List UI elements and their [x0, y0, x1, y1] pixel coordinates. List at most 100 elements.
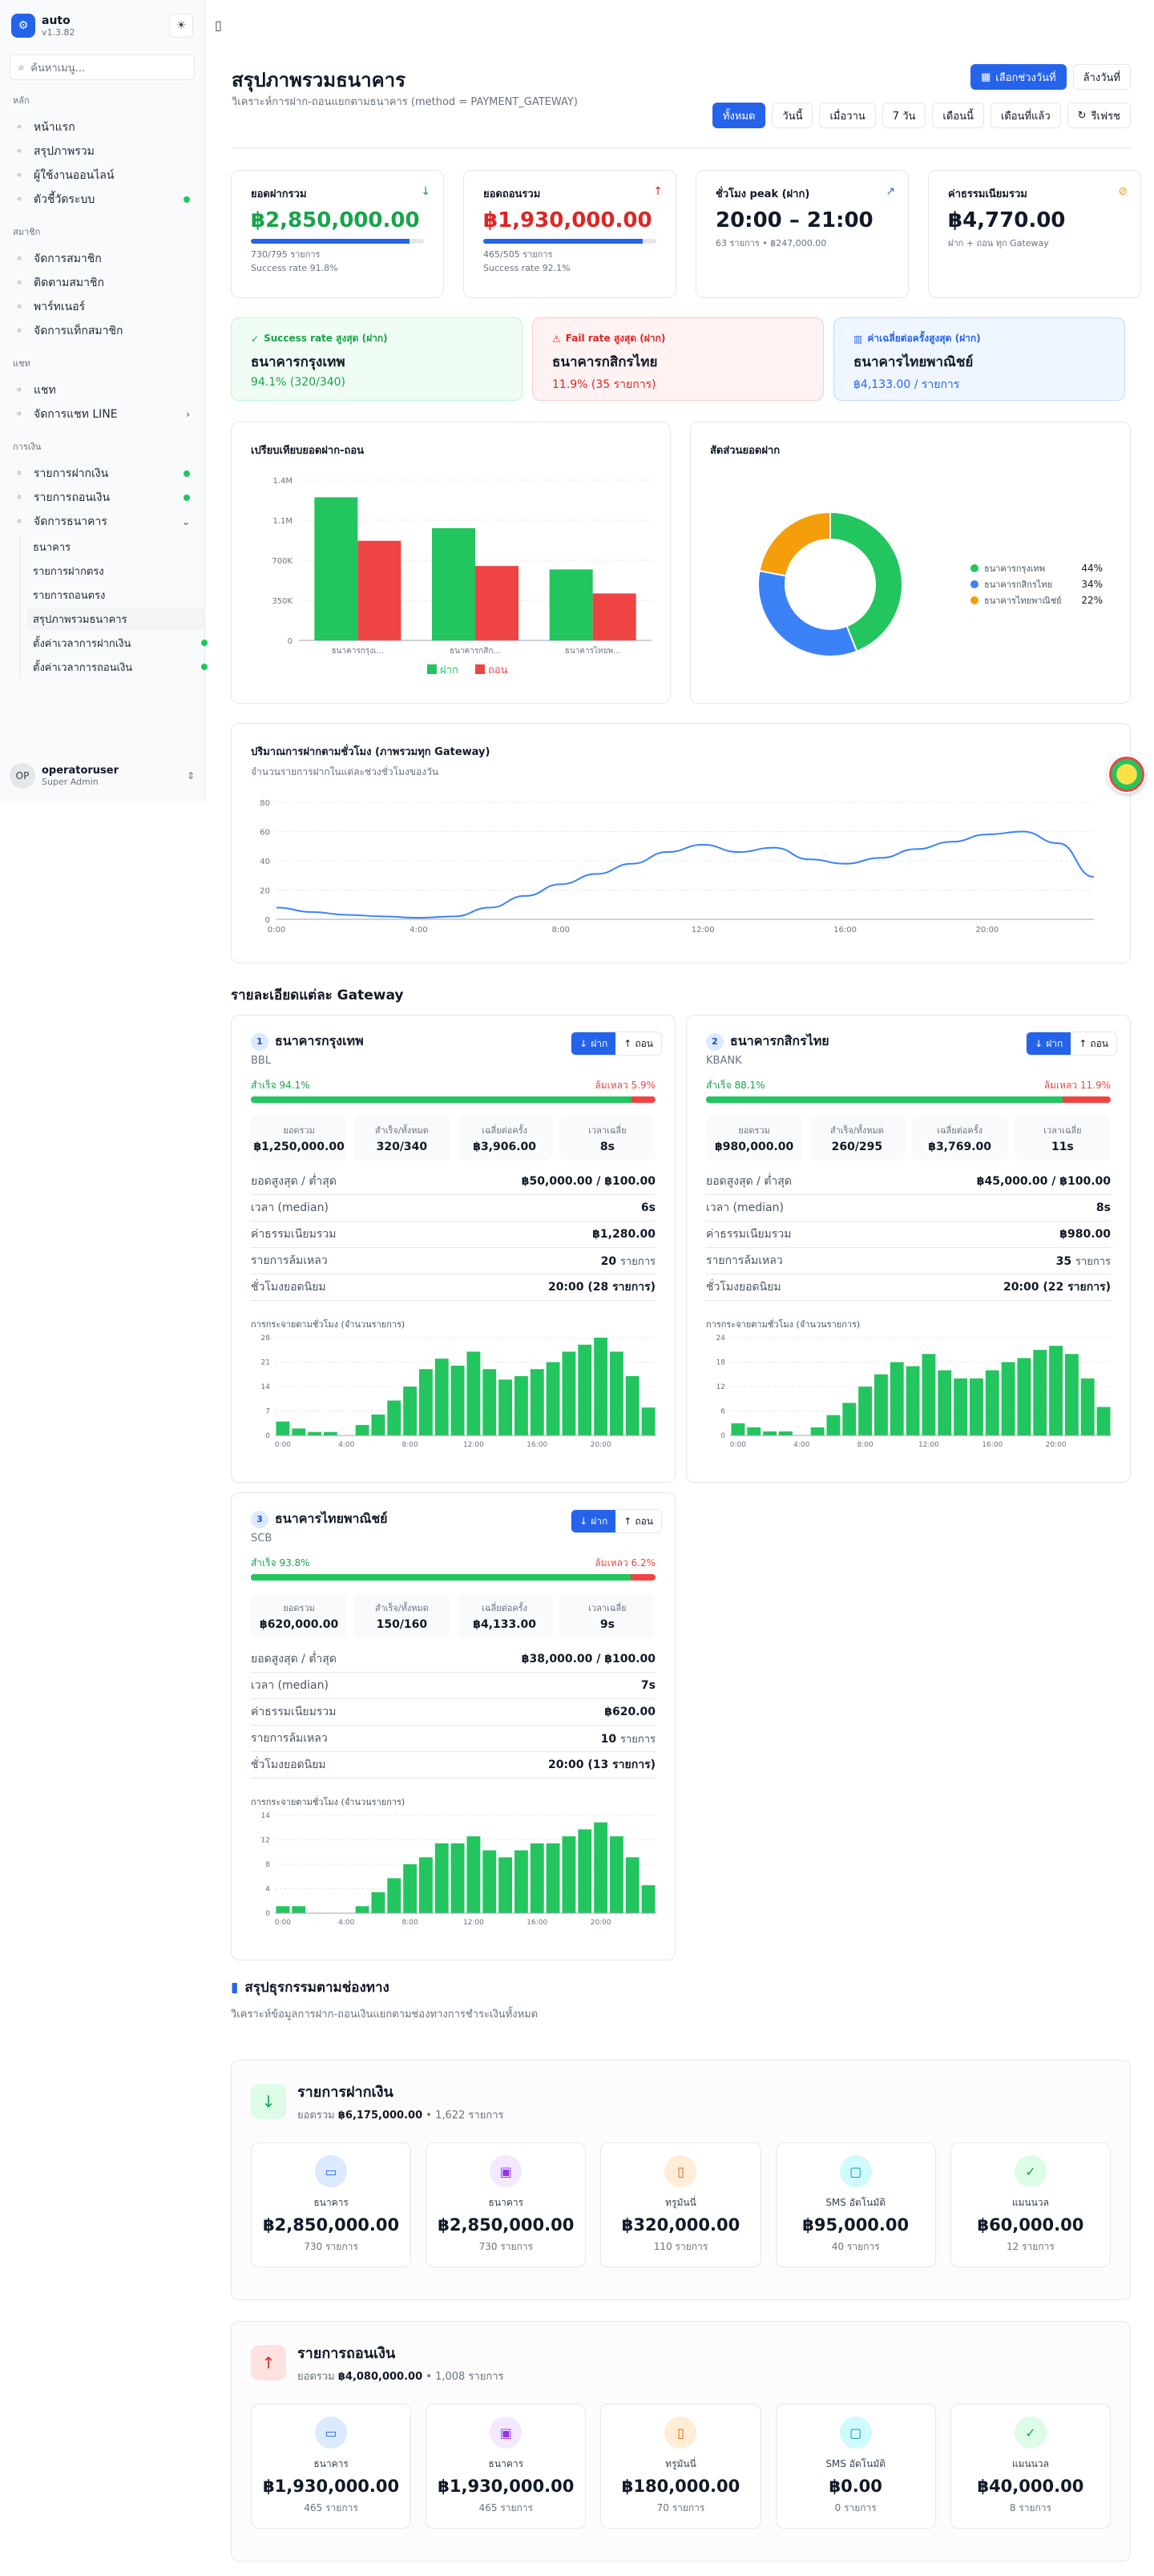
submenu-item[interactable]: ธนาคาร: [26, 535, 204, 558]
share-chart-title: สัดส่วนยอดฝาก: [710, 445, 781, 457]
submenu-item[interactable]: รายการถอนตรง: [26, 583, 204, 606]
channel-value: ฿1,930,000.00: [438, 2477, 575, 2496]
detail-value: 8s: [1096, 1201, 1111, 1214]
gateway-card: 1 ธนาคารกรุงเทพ BBL ↓ ฝาก ↑ ถอน สำเร็จ 94.1% ล้ม…: [231, 1015, 676, 1483]
detail-row: ค่าธรรมเนียมรวม ฿1,280.00: [251, 1221, 656, 1248]
stat-box: สำเร็จ/ทั้งหมด 150/160: [353, 1593, 450, 1638]
withdraw-toggle-button[interactable]: ↑ ถอน: [1071, 1032, 1116, 1055]
gateway-number: 2: [706, 1032, 724, 1051]
submenu-item[interactable]: สรุปภาพรวมธนาคาร: [26, 608, 204, 630]
deposit-toggle-button[interactable]: ↓ ฝาก: [571, 1510, 616, 1532]
x-tick-label: 20:00: [976, 926, 999, 935]
detail-unit: รายการ: [619, 1733, 656, 1746]
channel-count: 465 รายการ: [478, 2502, 533, 2513]
detail-key: เวลา (median): [251, 1679, 329, 1692]
channel-label: แมนนวล: [1011, 2197, 1049, 2208]
bar: [779, 1431, 793, 1435]
stat-box: สำเร็จ/ทั้งหมด 260/295: [809, 1116, 906, 1161]
channel-label: ธนาคาร: [488, 2458, 524, 2469]
y-tick-label: 6: [720, 1408, 725, 1416]
withdraw-toggle-button[interactable]: ↑ ถอน: [615, 1032, 661, 1055]
sidebar-item[interactable]: ◦ รายการถอนเงิน: [0, 486, 204, 510]
sidebar-item[interactable]: ◦ หน้าแรก: [0, 115, 204, 139]
refresh-label: รีเฟรช: [1091, 110, 1120, 123]
detail-row: เวลา (median) 6s: [251, 1195, 656, 1221]
sidebar-item[interactable]: ◦ สรุปภาพรวม: [0, 139, 204, 164]
detail-row: ยอดสูงสุด / ต่ำสุด ฿50,000.00 / ฿100.00: [251, 1169, 656, 1195]
detail-value-text: ฿50,000.00 / ฿100.00: [521, 1175, 656, 1188]
date-filter-tab[interactable]: เดือนที่แล้ว: [990, 103, 1061, 128]
bar: [355, 1906, 369, 1913]
channel-card: ▯ ทรูมันนี่ ฿180,000.00 70 รายการ: [600, 2404, 761, 2529]
stat-value: 260/295: [831, 1141, 883, 1153]
arrow-down-icon: ↓: [579, 1516, 588, 1527]
sidebar-item[interactable]: ◦ พาร์ทเนอร์: [0, 295, 204, 319]
y-tick-label: 0: [265, 1432, 270, 1440]
detail-row: ชั่วโมงยอดนิยม 20:00 (22 รายการ): [706, 1274, 1111, 1301]
sidebar-item[interactable]: ◦ แชท: [0, 378, 204, 402]
theme-toggle-button[interactable]: ☀: [169, 14, 193, 38]
bar: [641, 1885, 656, 1913]
y-tick-label: 1.4M: [272, 477, 293, 486]
date-filter-tab[interactable]: เมื่อวาน: [819, 103, 876, 128]
sidebar-item[interactable]: ◦ จัดการสมาชิก: [0, 247, 204, 271]
gateway-card: 2 ธนาคารกสิกรไทย KBANK ↓ ฝาก ↑ ถอน สำเร็จ 88.1%…: [686, 1015, 1131, 1483]
sms-icon: ▢: [839, 2155, 872, 2187]
floating-avatar-button[interactable]: [1108, 755, 1146, 793]
bar: [731, 1423, 745, 1435]
date-filter-tab[interactable]: เดือนนี้: [932, 103, 984, 128]
stat-box: เวลาเฉลี่ย 11s: [1014, 1116, 1111, 1161]
gateway-stats: ยอดรวม ฿980,000.00 สำเร็จ/ทั้งหมด 260/295 เฉ…: [706, 1116, 1111, 1161]
submenu-item[interactable]: รายการฝากตรง: [26, 559, 204, 582]
x-tick-label: 16:00: [527, 1919, 547, 1927]
y-tick-label: 700K: [272, 557, 293, 566]
sidebar-toggle-icon[interactable]: ▯: [215, 18, 222, 33]
detail-row: เวลา (median) 8s: [706, 1195, 1111, 1221]
bar: [371, 1414, 385, 1435]
user-menu[interactable]: OP operatoruser Super Admin ⇕: [10, 758, 195, 793]
bar: [641, 1407, 656, 1435]
date-filter-tab[interactable]: ทั้งหมด: [712, 103, 766, 128]
stat-label: ยอดรวม: [283, 1125, 315, 1136]
channel-total-count: • 1,008 รายการ: [426, 2371, 504, 2383]
detail-key: ค่าธรรมเนียมรวม: [251, 1706, 337, 1718]
y-tick-label: 80: [260, 799, 270, 808]
submenu-item[interactable]: ตั้งค่าเวลาการถอนเงิน: [26, 656, 208, 678]
withdraw-toggle-button[interactable]: ↑ ถอน: [615, 1510, 661, 1532]
bar: [546, 1843, 560, 1913]
bar: [938, 1370, 952, 1435]
x-tick-label: 20:00: [591, 1441, 611, 1449]
kpi-subtext: 63 รายการ • ฿247,000.00: [716, 238, 827, 248]
channel-label: SMS อัตโนมัติ: [825, 2458, 886, 2469]
x-tick-label: 0:00: [268, 926, 285, 935]
submenu-item[interactable]: ตั้งค่าเวลาการฝากเงิน: [26, 632, 208, 654]
bar: [498, 1857, 512, 1913]
sidebar-item[interactable]: ◦ รายการฝากเงิน: [0, 462, 204, 486]
deposit-toggle-button[interactable]: ↓ ฝาก: [1027, 1032, 1071, 1055]
pick-date-range-button[interactable]: ▦ เลือกช่วงวันที่: [970, 64, 1067, 90]
sidebar-item[interactable]: ◦ จัดการแท็กสมาชิก: [0, 319, 204, 343]
detail-value: 20:00 (22 รายการ): [1003, 1278, 1111, 1296]
sms-icon: ▢: [839, 2417, 872, 2449]
bar: [530, 1843, 544, 1913]
success-rate: สำเร็จ 88.1%: [706, 1080, 765, 1091]
deposit-toggle-button[interactable]: ↓ ฝาก: [571, 1032, 616, 1055]
menu-search-input[interactable]: ⌕ ค้นหาเมนู...: [10, 55, 195, 80]
sidebar-item[interactable]: ◦ จัดการธนาคาร ⌄: [0, 510, 204, 534]
sidebar-item[interactable]: ◦ ติดตามสมาชิก: [0, 271, 204, 295]
channel-total: ยอดรวม ฿6,175,000.00 • 1,622 รายการ: [297, 2106, 503, 2123]
user-role: Super Admin: [42, 777, 99, 787]
date-filter-tab[interactable]: 7 วัน: [882, 103, 926, 128]
sidebar-item[interactable]: ◦ ตัวชี้วัดระบบ: [0, 188, 204, 212]
detail-value-text: 10: [600, 1732, 617, 1746]
detail-key: เวลา (median): [706, 1201, 784, 1214]
y-tick-label: 4: [265, 1886, 270, 1894]
bar: [625, 1375, 640, 1435]
date-filter-tab[interactable]: วันนี้: [772, 103, 813, 128]
bank-icon: ◦: [16, 515, 22, 528]
kpi-value: ฿1,930,000.00: [483, 208, 652, 232]
clear-date-button[interactable]: ล้างวันที่: [1072, 64, 1131, 90]
sidebar-item[interactable]: ◦ จัดการแชท LINE ›: [0, 402, 204, 426]
refresh-button[interactable]: ↻ รีเฟรช: [1067, 103, 1131, 128]
sidebar-item[interactable]: ◦ ผู้ใช้งานออนไลน์: [0, 164, 204, 188]
